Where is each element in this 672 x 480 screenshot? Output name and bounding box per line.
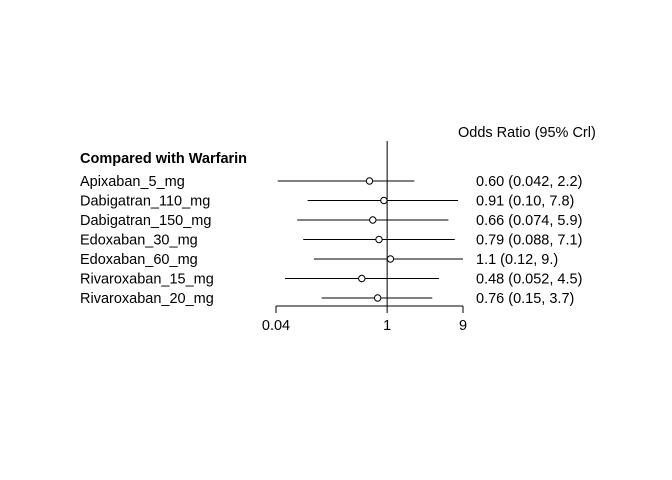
study-row: Apixaban_5_mg 0.60 (0.042, 2.2) <box>80 174 582 190</box>
point-estimate-marker <box>375 235 383 244</box>
x-tick-label: 1 <box>383 318 391 334</box>
odds-ratio-text: 0.48 (0.052, 4.5) <box>476 272 582 288</box>
study-row: Edoxaban_60_mg 1.1 (0.12, 9.) <box>80 252 558 268</box>
group-label: Compared with Warfarin <box>80 151 247 167</box>
study-row: Rivaroxaban_20_mg 0.76 (0.15, 3.7) <box>80 291 574 307</box>
odds-ratio-text: 0.91 (0.10, 7.8) <box>476 194 574 210</box>
x-tick-label: 0.04 <box>262 318 290 334</box>
study-label: Edoxaban_30_mg <box>80 233 198 249</box>
odds-ratio-text: 0.66 (0.074, 5.9) <box>476 213 582 229</box>
column-header: Odds Ratio (95% Crl) <box>458 125 596 141</box>
study-row: Edoxaban_30_mg 0.79 (0.088, 7.1) <box>80 233 582 249</box>
x-tick-label: 9 <box>459 318 467 334</box>
study-label: Dabigatran_150_mg <box>80 213 211 229</box>
study-row: Rivaroxaban_15_mg 0.48 (0.052, 4.5) <box>80 272 582 288</box>
study-row: Dabigatran_150_mg 0.66 (0.074, 5.9) <box>80 213 582 229</box>
study-label: Edoxaban_60_mg <box>80 252 198 268</box>
point-estimate-marker <box>369 216 377 224</box>
x-axis-ticks: 0.04 1 9 <box>262 306 467 334</box>
study-label: Rivaroxaban_20_mg <box>80 291 214 307</box>
study-label: Dabigatran_110_mg <box>80 194 210 210</box>
point-estimate-marker <box>386 255 395 263</box>
study-rows: Apixaban_5_mg 0.60 (0.042, 2.2) Dabigatran… <box>80 174 582 307</box>
odds-ratio-text: 0.76 (0.15, 3.7) <box>476 291 574 307</box>
point-estimate-marker <box>373 294 382 302</box>
study-label: Apixaban_5_mg <box>80 174 185 190</box>
study-label: Rivaroxaban_15_mg <box>80 272 214 288</box>
point-estimate-marker <box>358 274 366 283</box>
odds-ratio-text: 1.1 (0.12, 9.) <box>476 252 558 268</box>
study-row: Dabigatran_110_mg 0.91 (0.10, 7.8) <box>80 194 574 210</box>
odds-ratio-text: 0.60 (0.042, 2.2) <box>476 174 582 190</box>
point-estimate-marker <box>365 177 374 185</box>
point-estimate-marker <box>380 196 388 205</box>
odds-ratio-text: 0.79 (0.088, 7.1) <box>476 233 582 249</box>
